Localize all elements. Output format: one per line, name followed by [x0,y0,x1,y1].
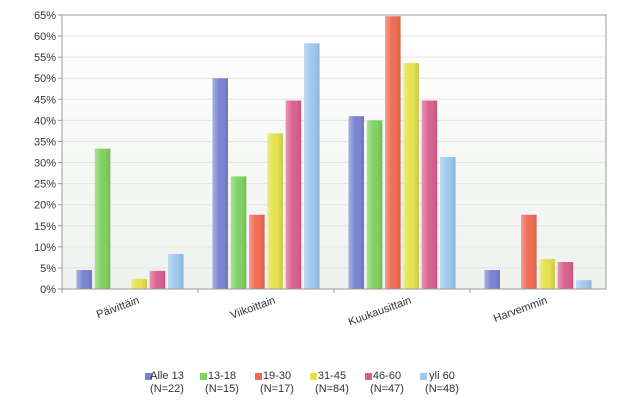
bar-shading [304,43,320,290]
y-tick-label: 55% [34,52,56,64]
legend-count: (N=48) [425,383,459,395]
bar-shading [576,280,592,289]
bar-shading [230,176,247,289]
bar-shading [440,157,456,289]
x-tick-label: Kuukausittain [347,295,413,329]
legend-label: 31-45 [318,370,346,382]
plot-background [62,15,606,289]
legend-label: 46-60 [373,370,401,382]
x-tick-label: Viikoittain [229,295,277,322]
bar-shading [385,16,401,289]
bar-shading [366,120,383,289]
x-tick-label: Harvemmin [492,295,549,326]
bar-shading [212,78,228,289]
y-axis-ticks: 0% 5% 10% 15% 20% 25% 30% 35% 40% 45% 50% 55% 60% 65% [34,10,62,296]
legend-swatch [200,373,207,380]
legend-label: 13-18 [208,370,236,382]
grid [62,35,606,269]
y-tick-label: 10% [34,242,56,254]
legend-swatch [365,373,372,380]
y-tick-label: 60% [34,31,56,43]
bar-shading [94,148,111,289]
legend-count: (N=84) [315,383,349,395]
legend: Alle 13(N=22) 13-18(N=15) 19-30(N=17) 31-45… [145,370,459,395]
bar-shading [421,100,438,289]
legend-swatch [145,373,152,380]
bar-shading [539,259,555,289]
y-tick-label: 45% [34,94,56,106]
legend-swatch [255,373,262,380]
y-tick-label: 50% [34,73,56,85]
legend-label: 19-30 [263,370,291,382]
bar-shading [285,100,302,289]
bar-shading [267,133,283,289]
bar-shading [484,270,500,289]
y-tick-label: 40% [34,115,56,127]
legend-count: (N=15) [205,383,239,395]
x-axis-ticks: Päivittäin Viikoittain Kuukausittain Harvem… [61,289,549,329]
legend-swatch [310,373,317,380]
y-tick-label: 35% [34,136,56,148]
bar-shading [348,116,364,290]
bar-shading [403,63,419,289]
bar-shading [557,262,574,289]
y-tick-label: 0% [40,284,56,296]
bar-shading [131,278,147,289]
x-tick-label: Päivittäin [95,295,141,322]
legend-count: (N=47) [370,383,404,395]
y-tick-label: 65% [34,10,56,22]
y-tick-label: 25% [34,179,56,191]
legend-label: yli 60 [429,370,455,382]
y-tick-label: 5% [40,263,56,275]
bar-shading [168,254,184,289]
bar-shading [249,214,265,289]
bars [76,16,592,290]
bar-shading [521,214,537,289]
y-tick-label: 15% [34,221,56,233]
legend-count: (N=22) [150,383,184,395]
legend-count: (N=17) [260,383,294,395]
bar-shading [149,270,166,289]
bar-shading [76,270,92,289]
y-tick-label: 30% [34,158,56,170]
y-tick-label: 20% [34,200,56,212]
legend-swatch [420,373,427,380]
legend-label: Alle 13 [150,370,184,382]
